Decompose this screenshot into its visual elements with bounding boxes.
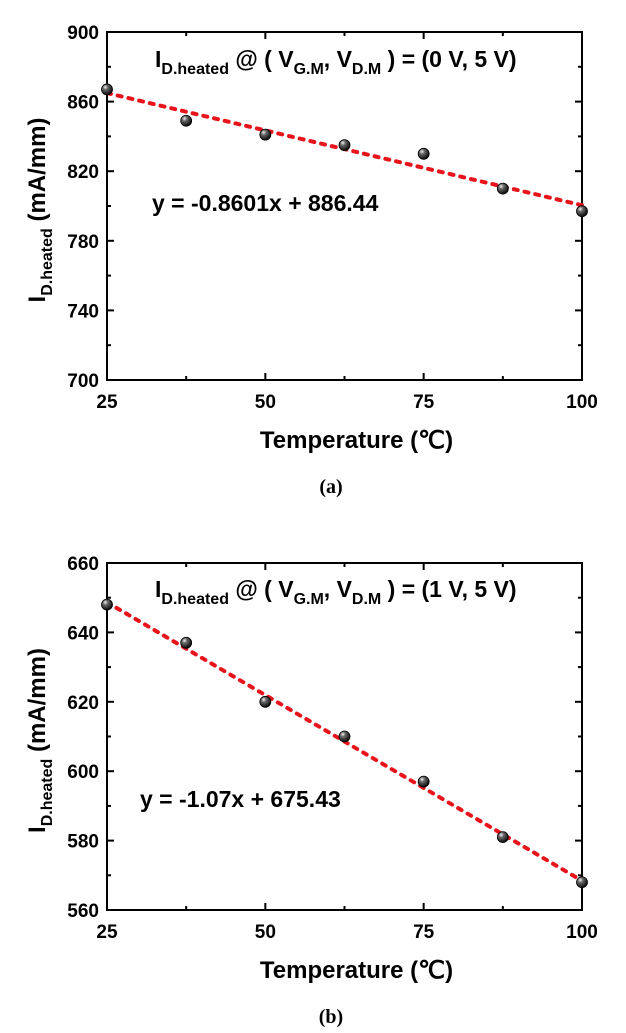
x-tick-label: 50 <box>255 392 276 413</box>
y-axis-label-unit: (mA/mm) <box>24 648 51 759</box>
chart-panel-a: 25 50 75 100 700 740 780 820 860 900 Temperature (… <box>24 23 598 454</box>
panel-caption: (b) <box>319 1006 343 1028</box>
x-axis-label: Temperature (℃) <box>260 427 453 454</box>
title-subscript: D.M <box>352 591 381 608</box>
title-text: @ ( V <box>229 576 294 602</box>
y-tick-label: 580 <box>67 832 99 853</box>
chart-title: ID.heated @ ( VG.M, VD.M ) = (1 V, 5 V) <box>155 576 517 608</box>
data-point <box>417 147 430 160</box>
data-point <box>180 636 193 649</box>
title-main: I <box>155 576 161 602</box>
data-point <box>338 730 351 743</box>
title-subscript: D.heated <box>161 61 229 78</box>
x-tick-label: 50 <box>255 922 276 943</box>
y-tick-label: 620 <box>67 693 99 714</box>
data-point <box>576 876 588 889</box>
y-axis-label-main: I <box>24 826 51 833</box>
y-tick-label: 660 <box>67 554 99 575</box>
fit-equation-label: y = -1.07x + 675.43 <box>140 786 341 812</box>
data-point <box>576 205 588 218</box>
y-tick-label: 820 <box>67 162 99 183</box>
y-tick-label: 560 <box>67 901 99 922</box>
x-tick-label: 100 <box>566 392 598 413</box>
y-tick-label: 860 <box>67 93 99 114</box>
data-point <box>259 128 272 141</box>
y-tick-label: 900 <box>67 23 99 44</box>
title-subscript: D.heated <box>161 591 229 608</box>
title-subscript: D.M <box>352 61 381 78</box>
y-tick-label: 740 <box>67 301 99 322</box>
data-point <box>101 83 113 96</box>
title-text: , V <box>324 576 353 602</box>
data-point <box>259 695 272 708</box>
y-tick-label: 640 <box>67 623 99 644</box>
chart-panel-b: 25 50 75 100 560 580 600 620 640 660 Temperature (… <box>24 554 598 984</box>
title-text: ) = (1 V, 5 V) <box>381 576 516 602</box>
fit-equation-label: y = -0.8601x + 886.44 <box>152 190 379 216</box>
y-axis-label-main: I <box>24 296 51 303</box>
title-subscript: G.M <box>294 61 324 78</box>
y-tick-label: 700 <box>67 371 99 392</box>
y-axis-label-unit: (mA/mm) <box>24 118 51 229</box>
x-tick-label: 75 <box>413 922 435 943</box>
x-tick-label: 75 <box>413 392 435 413</box>
data-point <box>180 114 193 127</box>
y-axis-label: ID.heated (mA/mm) <box>24 648 56 833</box>
y-axis-label-subscript: D.heated <box>39 759 56 827</box>
title-text: @ ( V <box>229 46 294 72</box>
data-point <box>496 182 509 195</box>
y-tick-label: 780 <box>67 232 99 253</box>
chart-title: ID.heated @ ( VG.M, VD.M ) = (0 V, 5 V) <box>155 46 517 78</box>
data-point <box>496 831 509 844</box>
title-text: ) = (0 V, 5 V) <box>381 46 516 72</box>
data-point <box>101 598 113 611</box>
data-point <box>338 139 351 152</box>
data-point <box>417 775 430 788</box>
y-axis-label-subscript: D.heated <box>39 228 56 296</box>
y-axis-label: ID.heated (mA/mm) <box>24 118 56 303</box>
panel-caption: (a) <box>319 476 342 498</box>
x-tick-label: 100 <box>566 922 598 943</box>
y-tick-label: 600 <box>67 762 99 783</box>
x-tick-label: 25 <box>96 392 118 413</box>
title-text: , V <box>324 46 353 72</box>
x-tick-label: 25 <box>96 922 118 943</box>
title-subscript: G.M <box>294 591 324 608</box>
x-axis-label: Temperature (℃) <box>260 957 453 984</box>
title-main: I <box>155 46 161 72</box>
